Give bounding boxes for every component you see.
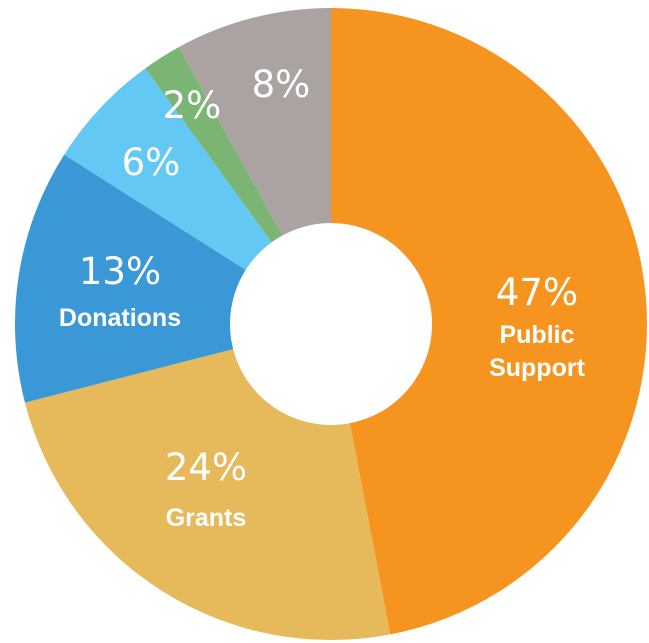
slice-percent-label: 8% [252, 63, 311, 106]
pie-slice-47-percent [331, 8, 647, 635]
slice-category-label: Public [499, 321, 574, 349]
donut-center-hole [230, 223, 432, 425]
slice-category-label: Grants [166, 504, 247, 532]
slice-percent-label: 6% [122, 141, 181, 184]
slice-percent-label: 13% [79, 250, 161, 293]
slice-percent-label: 2% [163, 84, 222, 127]
slice-percent-label: 47% [496, 271, 578, 314]
slice-category-label: Support [489, 354, 585, 382]
slice-percent-label: 24% [165, 446, 247, 489]
slice-category-label: Donations [59, 304, 181, 332]
